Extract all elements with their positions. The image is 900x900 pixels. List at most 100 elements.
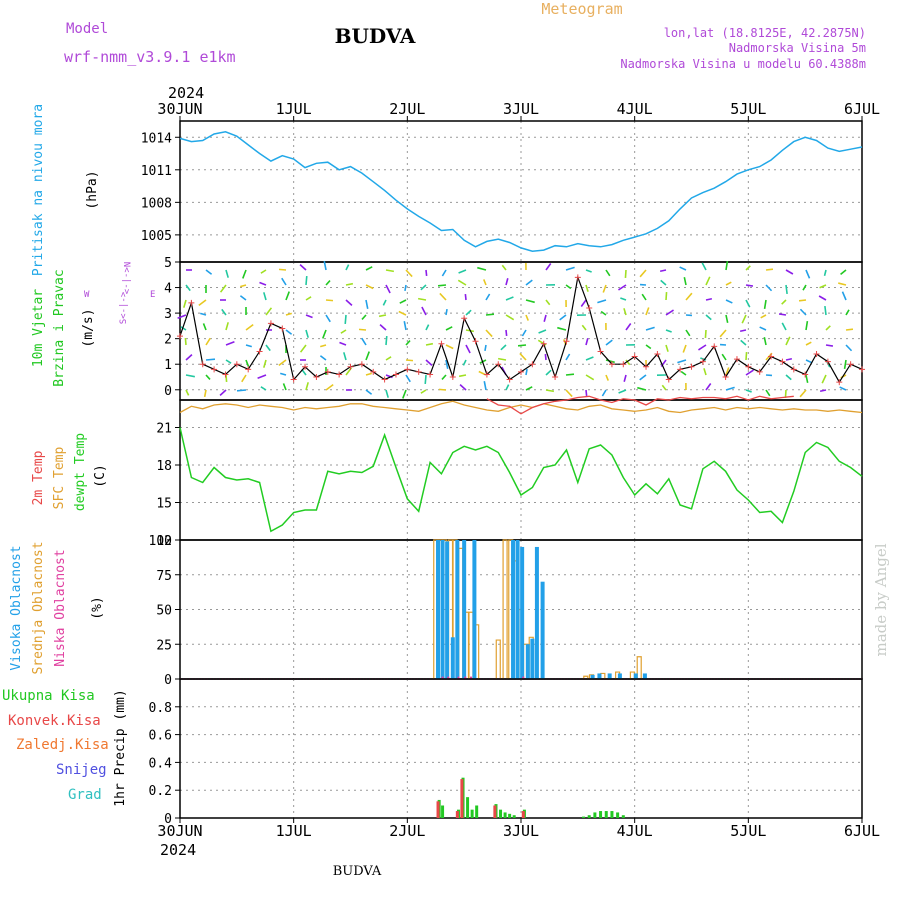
wind-arrow	[765, 389, 771, 397]
wind-marker	[631, 353, 638, 360]
wind-arrow	[505, 296, 514, 301]
wind-arrow	[344, 314, 347, 325]
cloud-mid-bar	[583, 675, 589, 679]
temp-2m-line	[486, 395, 794, 415]
wind-arrow	[325, 299, 334, 302]
cloud-mid-bar	[636, 656, 642, 679]
compass-west: W	[84, 290, 90, 300]
wind-marker	[472, 338, 479, 345]
wind-arrow	[545, 299, 551, 306]
wind-marker	[483, 371, 490, 378]
wind-arrow	[365, 372, 372, 376]
cloud-mid-bar	[495, 639, 501, 679]
wind-marker	[529, 361, 536, 368]
cloud-high-bar	[642, 673, 647, 679]
wind-arrow	[601, 389, 607, 397]
wind-arrow	[605, 359, 615, 364]
wind-arrow	[399, 299, 407, 304]
wind-arrow	[819, 284, 827, 289]
watermark: made by Angel	[872, 543, 890, 656]
wind-arrow	[402, 389, 407, 399]
wind-arrow	[280, 372, 287, 376]
wind-arrow	[465, 309, 472, 316]
wind-arrow	[322, 329, 327, 339]
temp-unit: (C)	[93, 464, 108, 487]
wind-arrow	[319, 355, 327, 361]
wind-arrow	[281, 277, 287, 286]
cloud-high-bar	[607, 673, 612, 679]
temperature-panel: 12 15 18 21	[156, 395, 863, 549]
wind-arrow	[705, 297, 713, 301]
wind-arrow	[299, 344, 307, 353]
wind-arrow	[685, 329, 691, 337]
wind-arrow	[425, 342, 434, 346]
cloud-high-bar	[633, 673, 638, 679]
wind-arrow	[825, 344, 834, 347]
precip-total-bar	[499, 809, 503, 818]
wind-arrow	[505, 278, 509, 286]
page-title: BUDVA	[335, 24, 416, 48]
wind-arrow	[703, 368, 707, 376]
wind-marker	[677, 366, 684, 373]
wind-arrow	[704, 329, 707, 339]
top-time-label: 4JUL	[617, 100, 653, 118]
wind-arrow	[505, 384, 510, 391]
wind-arrow	[785, 374, 792, 381]
wind-marker	[540, 340, 547, 347]
wind-arrow	[200, 312, 207, 316]
wind-arrow	[340, 329, 347, 334]
wind-arrow	[721, 353, 727, 361]
cloud-high-bar	[590, 674, 595, 679]
wind-arrow	[781, 299, 787, 305]
wind-arrow	[823, 269, 827, 277]
wind-arrow	[365, 299, 369, 309]
wind-arrow	[177, 314, 187, 319]
y-tick-label: 0	[164, 673, 172, 688]
wind-arrow	[445, 359, 449, 369]
wind-arrow	[565, 266, 575, 271]
wind-arrow	[745, 351, 748, 361]
wind-arrow	[605, 269, 611, 277]
wind-arrow	[259, 281, 267, 286]
precip-total-bar	[475, 805, 479, 818]
wind-arrow	[620, 297, 627, 301]
wind-marker	[404, 366, 411, 373]
wind-arrow	[278, 268, 287, 271]
wind-arrow	[185, 354, 193, 361]
cloud-mid-bar	[502, 539, 508, 679]
wind-arrow	[538, 329, 547, 334]
wind-arrow	[184, 337, 187, 346]
wind-arrow	[818, 295, 827, 301]
y-tick-label: 0	[164, 384, 172, 399]
top-time-label: 30JUN	[157, 100, 202, 118]
wind-marker	[290, 376, 297, 383]
wind-arrow	[437, 284, 447, 287]
cloud-high-bar	[511, 540, 516, 679]
wind-arrow	[379, 324, 387, 331]
cloud-high-bar	[436, 540, 441, 679]
wind-arrow	[465, 344, 471, 354]
wind-arrow	[597, 299, 607, 304]
wind-marker	[347, 363, 354, 370]
dewpt-line	[179, 427, 863, 533]
precip-total-bar	[466, 797, 470, 818]
compass-south: S<-|->	[119, 291, 129, 324]
wind-arrow	[265, 307, 273, 316]
top-time-axis: 30JUN 1JUL 2JUL 3JUL 4JUL 5JUL 6JUL	[157, 100, 880, 121]
wind-arrow	[305, 329, 309, 338]
wind-marker	[233, 361, 240, 368]
cloud-high-bar	[530, 638, 535, 679]
wind-marker	[427, 371, 434, 378]
wind-arrow	[225, 269, 229, 278]
wind-arrow	[299, 264, 307, 271]
panel-frame	[179, 399, 863, 541]
wind-arrow	[225, 359, 232, 364]
cloud-mid-bar	[629, 671, 635, 679]
wind-marker	[177, 333, 183, 340]
wind-arrow	[585, 356, 594, 361]
wind-arrow	[525, 299, 535, 304]
wind-arrow	[745, 389, 752, 393]
wind-marker	[733, 356, 740, 363]
cloud-high-bar	[455, 540, 460, 679]
